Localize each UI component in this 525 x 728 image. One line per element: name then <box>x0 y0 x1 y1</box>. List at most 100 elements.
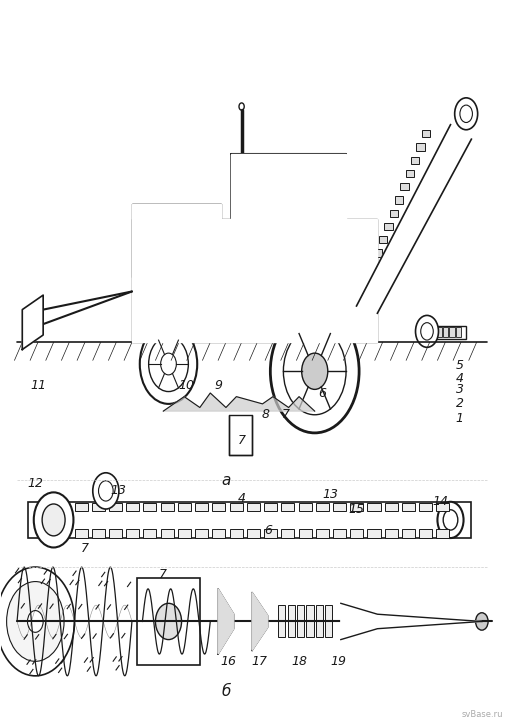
Bar <box>229 529 243 538</box>
Bar <box>416 143 425 151</box>
Bar <box>92 529 105 538</box>
Bar <box>384 223 393 230</box>
Bar <box>350 502 363 511</box>
Circle shape <box>155 604 182 640</box>
Circle shape <box>99 480 113 501</box>
Polygon shape <box>231 154 346 269</box>
Text: 7: 7 <box>81 542 89 555</box>
Bar <box>401 183 409 190</box>
Circle shape <box>460 105 472 122</box>
Polygon shape <box>252 593 268 650</box>
Bar <box>75 502 88 511</box>
Text: 6: 6 <box>319 387 327 400</box>
Bar <box>247 502 260 511</box>
Text: 9: 9 <box>214 379 222 392</box>
Bar <box>75 529 88 538</box>
Bar <box>142 280 184 331</box>
Circle shape <box>140 324 197 404</box>
Text: 13: 13 <box>111 484 127 497</box>
Circle shape <box>302 353 328 389</box>
Text: 4: 4 <box>238 491 246 505</box>
Bar <box>456 327 461 337</box>
Text: 3: 3 <box>456 383 464 396</box>
Circle shape <box>239 103 244 110</box>
Circle shape <box>34 492 74 547</box>
Bar <box>385 529 398 538</box>
Bar <box>422 130 430 138</box>
Bar <box>92 502 105 511</box>
Text: 6: 6 <box>264 524 272 537</box>
Circle shape <box>7 582 64 661</box>
Bar <box>213 502 225 511</box>
Bar <box>291 172 335 245</box>
Bar <box>333 529 346 538</box>
Bar <box>402 529 415 538</box>
Circle shape <box>437 502 464 538</box>
Text: 4: 4 <box>456 372 464 385</box>
Bar <box>264 502 277 511</box>
Bar <box>406 170 414 177</box>
Bar <box>247 529 260 538</box>
Polygon shape <box>163 393 314 411</box>
Bar <box>419 502 432 511</box>
Circle shape <box>421 323 433 340</box>
Bar <box>352 302 361 309</box>
Bar <box>126 502 139 511</box>
Bar <box>213 529 225 538</box>
Bar <box>369 263 377 270</box>
Polygon shape <box>356 124 471 313</box>
Polygon shape <box>341 604 482 640</box>
Text: 16: 16 <box>220 655 237 668</box>
Bar <box>379 236 387 243</box>
Text: 10: 10 <box>179 379 195 392</box>
Circle shape <box>455 98 478 130</box>
Text: 7: 7 <box>282 408 290 422</box>
Bar <box>109 502 122 511</box>
Bar <box>436 502 449 511</box>
Bar <box>195 529 208 538</box>
Polygon shape <box>132 205 220 277</box>
Bar <box>178 502 191 511</box>
Circle shape <box>415 315 438 347</box>
Text: 18: 18 <box>291 655 307 668</box>
Bar <box>239 172 284 245</box>
Text: 5: 5 <box>456 359 464 372</box>
Bar <box>297 606 304 638</box>
Bar <box>195 502 208 511</box>
Text: 8: 8 <box>261 408 269 422</box>
Polygon shape <box>218 589 234 654</box>
Bar <box>368 529 381 538</box>
Text: 13: 13 <box>322 488 339 501</box>
Bar <box>281 529 295 538</box>
Bar <box>137 578 200 665</box>
Bar <box>307 606 313 638</box>
Bar <box>228 415 252 455</box>
Bar <box>390 210 398 217</box>
Bar <box>143 502 156 511</box>
Circle shape <box>93 472 119 509</box>
Bar <box>278 606 286 638</box>
Bar <box>419 325 466 339</box>
Text: 15: 15 <box>349 502 364 515</box>
Bar <box>443 327 448 337</box>
Circle shape <box>284 328 346 415</box>
Bar <box>316 606 323 638</box>
Bar <box>143 529 156 538</box>
Bar <box>27 502 471 538</box>
Bar <box>385 502 398 511</box>
Bar <box>374 250 382 256</box>
Text: 7: 7 <box>159 568 167 581</box>
Text: 7: 7 <box>238 434 246 447</box>
Bar <box>316 502 329 511</box>
Bar <box>299 529 312 538</box>
Circle shape <box>42 504 65 536</box>
Bar <box>281 502 295 511</box>
Text: 17: 17 <box>252 655 268 668</box>
Bar <box>350 529 363 538</box>
Bar <box>333 502 346 511</box>
Bar <box>358 289 366 296</box>
Bar <box>363 276 371 283</box>
Bar <box>316 529 329 538</box>
Bar <box>229 502 243 511</box>
Polygon shape <box>132 219 377 342</box>
